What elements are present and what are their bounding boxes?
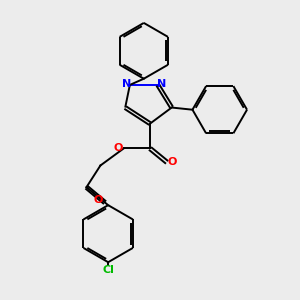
Text: N: N — [122, 79, 131, 89]
Text: Cl: Cl — [102, 265, 114, 275]
Text: O: O — [113, 143, 123, 154]
Text: O: O — [168, 158, 177, 167]
Text: O: O — [94, 195, 103, 205]
Text: N: N — [157, 79, 166, 89]
